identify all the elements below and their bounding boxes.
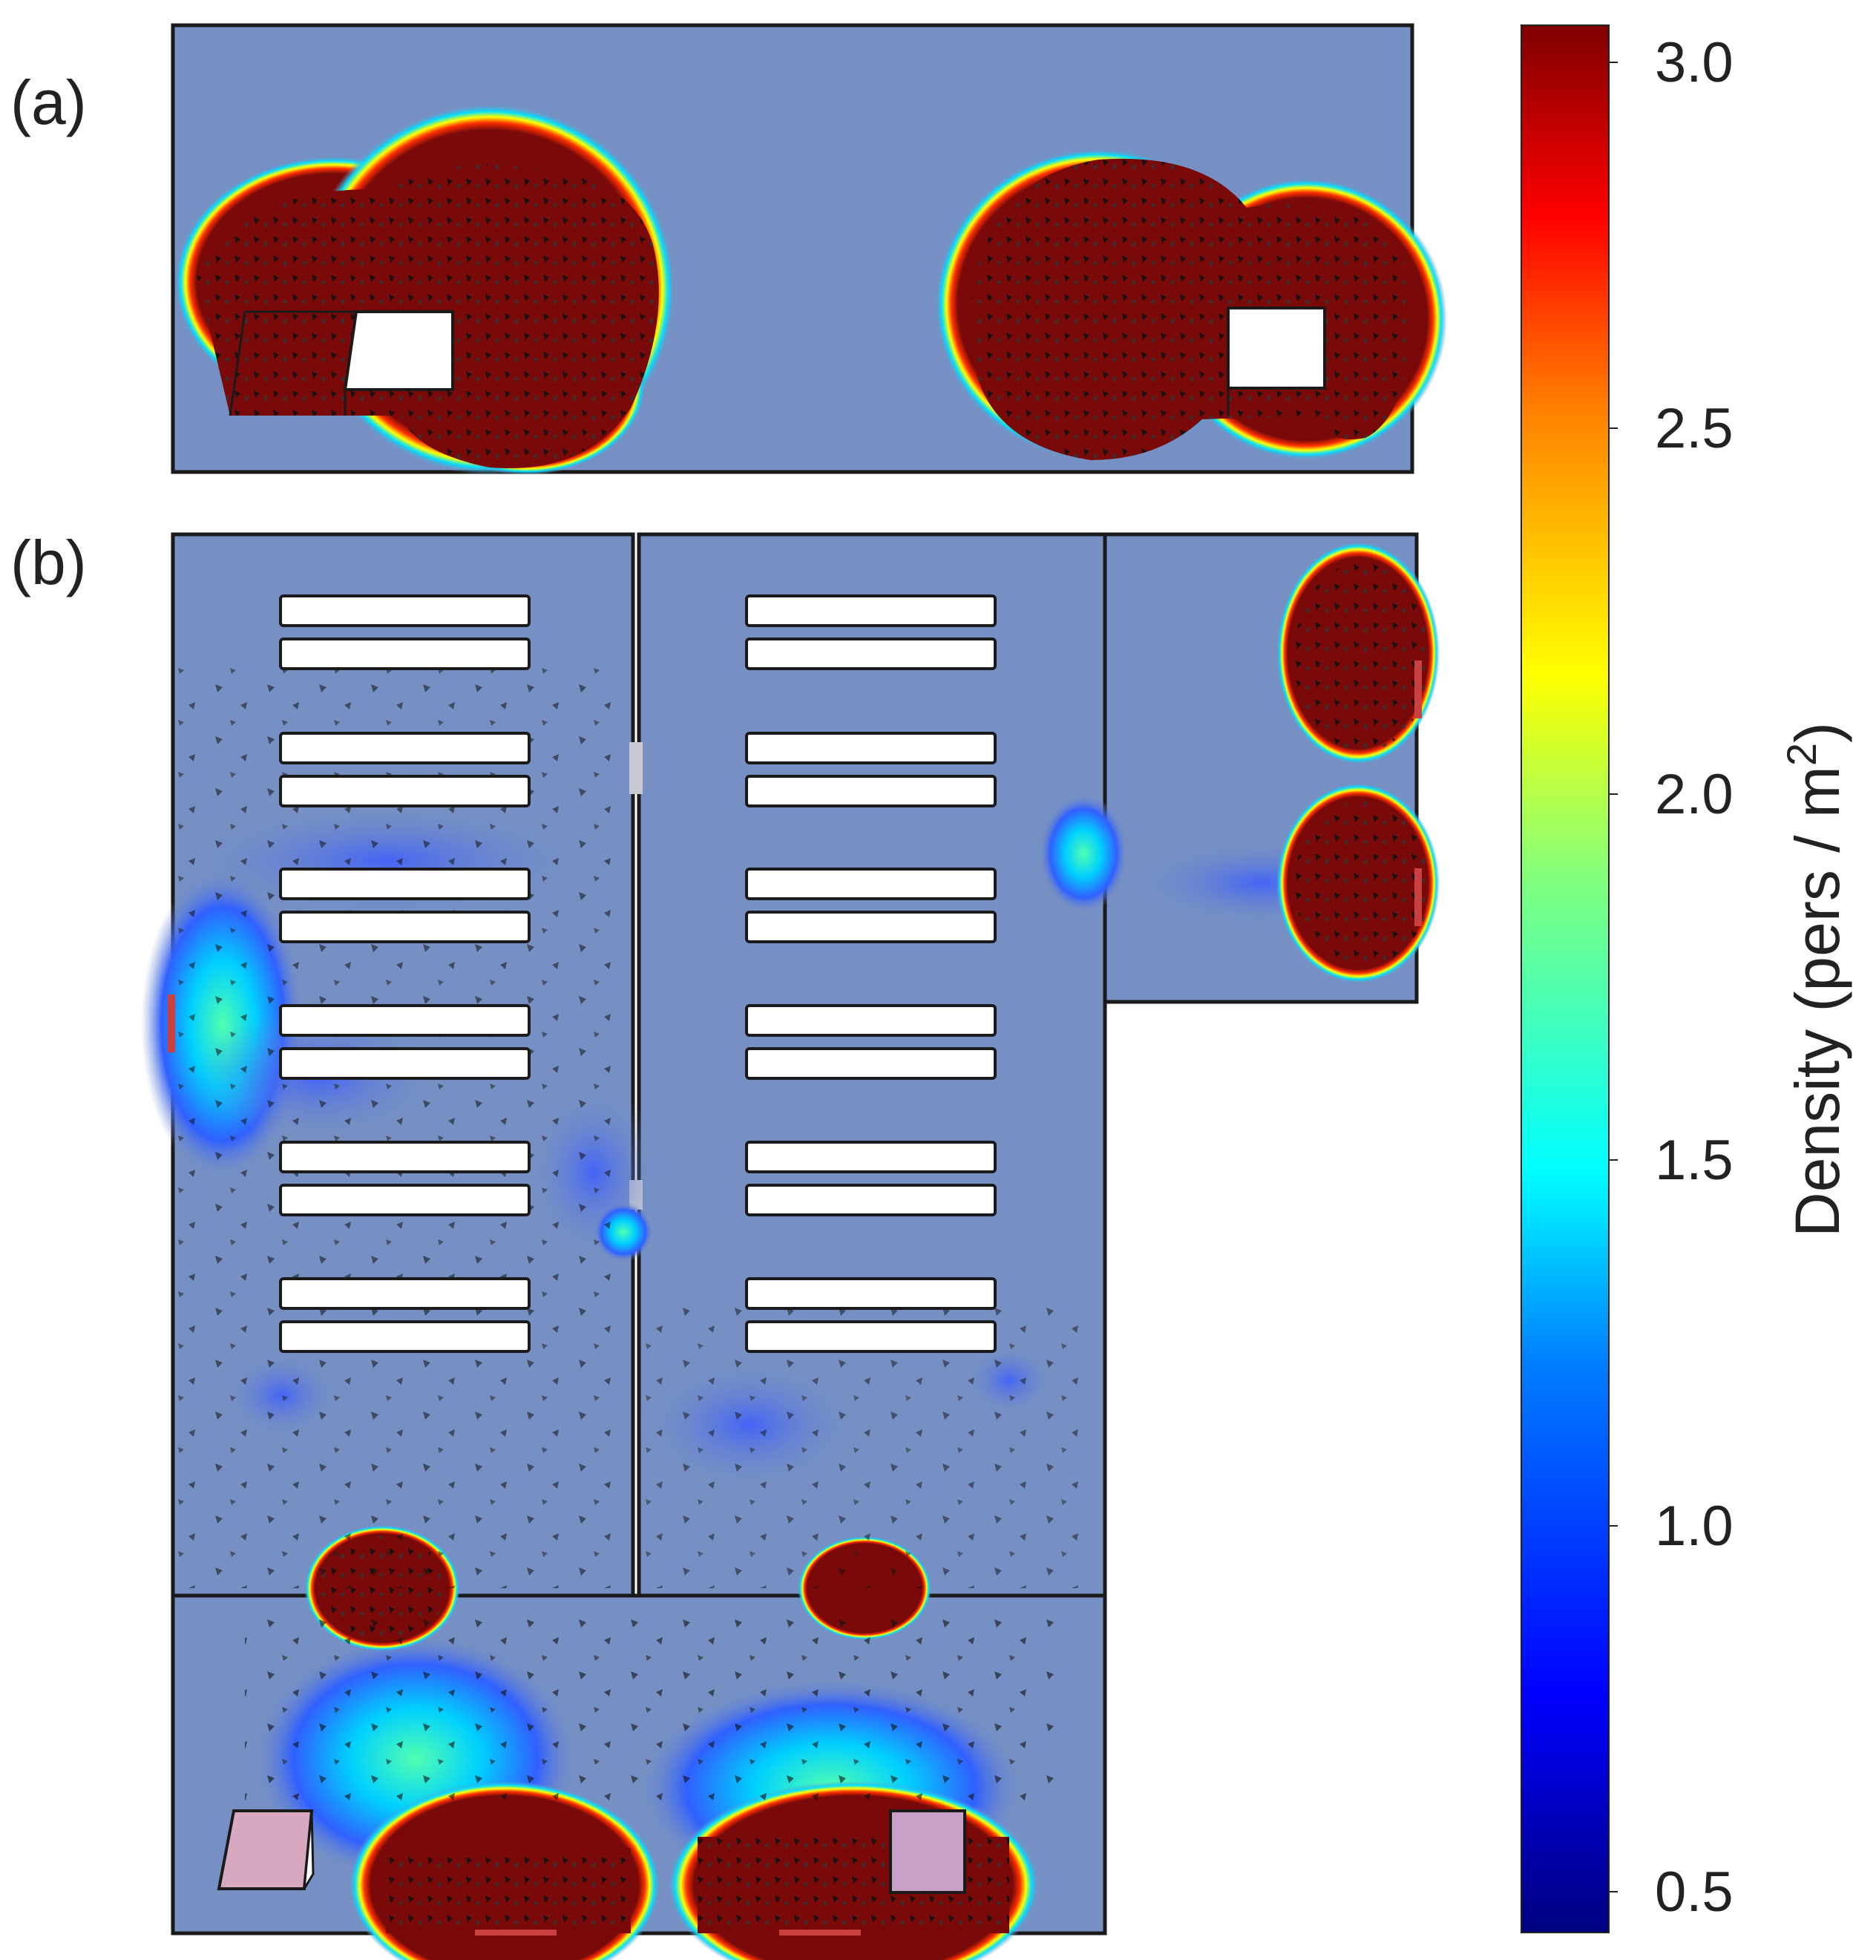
agents-scatter [245,1618,1061,1811]
panel-b-label: (b) [10,528,87,597]
colorbar-tick-label: 3.0 [1655,31,1734,94]
wall-segment [229,311,246,416]
crowd-cluster-b-top-right [1276,542,1440,983]
panel-a-label: (a) [10,68,87,137]
colorbar: 0.5 1.0 1.5 2.0 2.5 3.0 Density (pers / m2) [1521,24,1853,1933]
agents-scatter [178,668,623,1588]
obstacle-b-bottom-left-side [303,1810,315,1889]
obstacle-b-bottom-right [889,1809,966,1894]
colorbar-title: Density (pers / m2) [1778,722,1853,1237]
crowd-cluster-a-right [935,148,1447,460]
colorbar-tick-label: 0.5 [1655,1861,1734,1924]
colorbar-tick-label: 2.5 [1655,397,1734,460]
bench-rows-middle [745,594,997,1353]
density-region [1039,794,1128,913]
door-b-partition-1 [629,742,643,794]
panel-a-floorplan [171,23,1447,475]
exit-marker-bottom-right [779,1930,861,1936]
colorbar-tick-label: 2.0 [1655,763,1734,826]
panel-b-floorplan [141,532,1440,1960]
exit-marker-bottom-left [475,1930,557,1936]
exit-marker-right-bottom [1414,868,1422,926]
crowd-cluster-b-bottom-left [349,1781,660,1960]
colorbar-tick-label: 1.0 [1655,1495,1734,1558]
bench-rows-left [279,594,531,1353]
colorbar-tick-label: 1.5 [1655,1129,1734,1192]
exit-marker-left [168,994,175,1052]
obstacle-a-left [343,310,454,391]
colorbar-ticks: 0.5 1.0 1.5 2.0 2.5 3.0 [1609,31,1734,1924]
obstacle-b-bottom-left [217,1809,314,1890]
exit-marker-right-top [1414,661,1422,718]
obstacle-a-right [1227,307,1326,390]
colorbar-gradient [1521,24,1610,1933]
